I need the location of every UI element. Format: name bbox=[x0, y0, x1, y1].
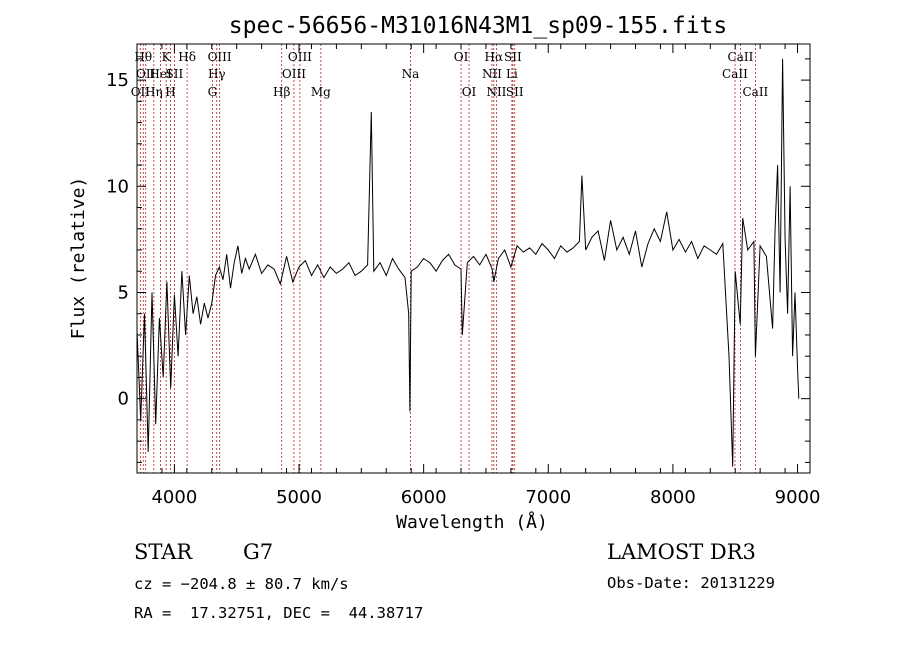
x-tick-label-1: 5000 bbox=[276, 487, 322, 508]
x-tick-label-4: 8000 bbox=[650, 487, 696, 508]
line-label-19: NII bbox=[482, 67, 502, 81]
line-label-7: SII bbox=[166, 67, 184, 81]
line-label-14: OIII bbox=[288, 50, 312, 64]
x-axis-label: Wavelength (Å) bbox=[396, 511, 548, 533]
line-label-17: OI bbox=[454, 50, 469, 64]
chart-title: spec-56656-M31016N43M1_sp09-155.fits bbox=[229, 13, 728, 39]
y-axis-label: Flux (relative) bbox=[68, 177, 89, 340]
line-label-26: CaII bbox=[728, 50, 754, 64]
line-label-8: Hδ bbox=[178, 50, 196, 64]
y-axis-ticks: 0 5 10 15 bbox=[106, 58, 810, 463]
line-label-21: NII bbox=[486, 85, 506, 99]
line-label-18: OI bbox=[462, 85, 477, 99]
line-label-15: Mg bbox=[311, 85, 331, 99]
survey-name: LAMOST DR3 bbox=[607, 540, 756, 564]
x-tick-label-5: 9000 bbox=[775, 487, 821, 508]
x-tick-label-2: 6000 bbox=[401, 487, 447, 508]
ra-dec-coordinates: RA = 17.32751, DEC = 44.38717 bbox=[134, 604, 424, 622]
plot-frame bbox=[136, 43, 811, 474]
line-label-23: Li bbox=[506, 67, 518, 81]
line-label-9: OIII bbox=[208, 50, 232, 64]
line-label-2: OII bbox=[136, 67, 156, 81]
line-label-20: Hα bbox=[485, 50, 504, 64]
line-label-0: OII bbox=[131, 85, 151, 99]
line-label-5: K bbox=[162, 50, 172, 64]
line-label-1: Hθ bbox=[134, 50, 152, 64]
x-tick-label-0: 4000 bbox=[151, 487, 197, 508]
line-label-24: SII bbox=[506, 85, 524, 99]
object-class: STAR bbox=[134, 540, 193, 564]
object-subclass: G7 bbox=[243, 540, 274, 564]
y-tick-label-3: 15 bbox=[106, 70, 129, 91]
observation-date: Obs-Date: 20131229 bbox=[607, 574, 775, 592]
line-label-10: Hγ bbox=[208, 67, 226, 81]
line-label-3: Hη bbox=[145, 85, 163, 99]
x-axis-ticks: 4000 5000 6000 7000 8000 9000 bbox=[136, 44, 821, 508]
line-label-27: CaII bbox=[742, 85, 768, 99]
line-label-22: SII bbox=[504, 50, 522, 64]
line-label-12: Hβ bbox=[273, 85, 290, 99]
line-label-4: HeI bbox=[149, 67, 172, 81]
line-label-25: CaII bbox=[722, 67, 748, 81]
x-tick-label-3: 7000 bbox=[525, 487, 571, 508]
line-label-11: G bbox=[208, 85, 218, 99]
line-label-13: OIII bbox=[282, 67, 306, 81]
y-tick-label-0: 0 bbox=[118, 389, 129, 410]
line-label-6: H bbox=[165, 85, 175, 99]
y-tick-label-1: 5 bbox=[118, 282, 129, 303]
redshift-velocity: cz = −204.8 ± 80.7 km/s bbox=[134, 575, 349, 593]
line-label-16: Na bbox=[402, 67, 420, 81]
spectral-line-markers bbox=[139, 44, 756, 473]
y-tick-label-2: 10 bbox=[106, 176, 129, 197]
flux-series-line bbox=[136, 58, 800, 467]
